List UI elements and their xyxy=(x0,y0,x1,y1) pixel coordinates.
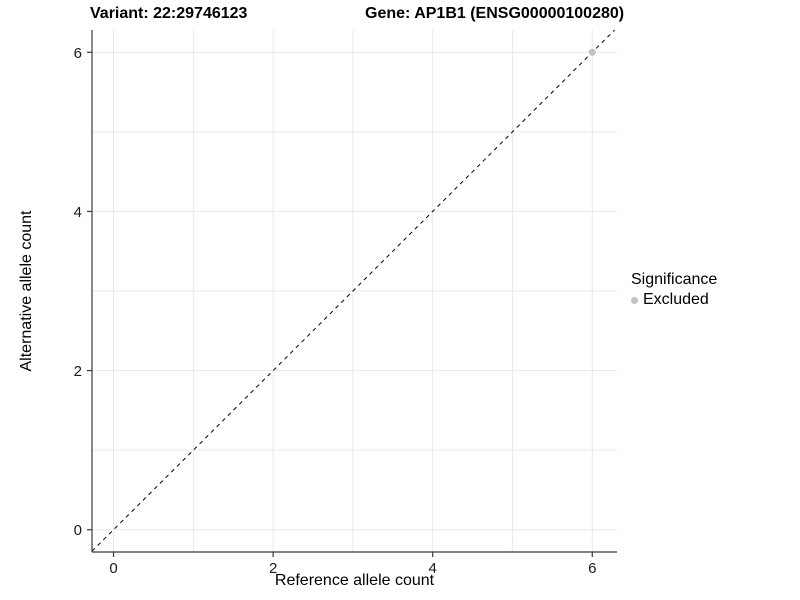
gene-title: Gene: AP1B1 (ENSG00000100280) xyxy=(365,5,625,22)
x-tick-label: 4 xyxy=(429,560,437,577)
y-tick-label: 2 xyxy=(74,363,82,380)
legend-title: Significance xyxy=(631,271,718,288)
x-tick-label: 6 xyxy=(588,560,596,577)
y-tick-label: 0 xyxy=(74,522,82,539)
identity-line xyxy=(91,29,615,552)
x-tick-label: 0 xyxy=(109,560,117,577)
legend: Significance Excluded xyxy=(631,271,717,309)
y-tick-label: 6 xyxy=(74,45,82,62)
legend-key-dot xyxy=(631,296,638,304)
x-tick-label: 2 xyxy=(269,560,277,577)
data-point-excluded xyxy=(588,48,596,56)
y-tick-label: 4 xyxy=(74,204,82,221)
legend-item-label: Excluded xyxy=(643,291,709,308)
variant-title: Variant: 22:29746123 xyxy=(90,5,248,22)
x-axis-label: Reference allele count xyxy=(274,572,435,589)
y-axis-label: Alternative allele count xyxy=(18,210,35,372)
legend-item-excluded: Excluded xyxy=(631,291,717,309)
